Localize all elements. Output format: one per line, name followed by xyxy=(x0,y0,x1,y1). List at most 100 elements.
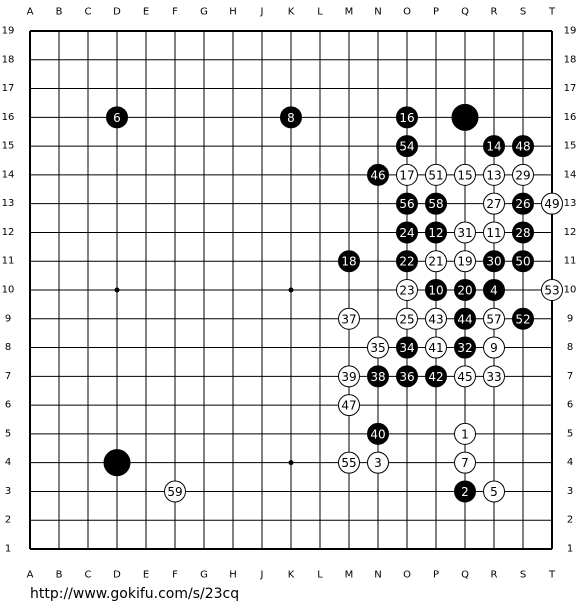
stone xyxy=(338,307,360,330)
row-label: 14 xyxy=(564,169,577,180)
row-label: 13 xyxy=(564,198,577,209)
column-label: O xyxy=(403,7,411,18)
row-label: 9 xyxy=(5,313,11,324)
stone xyxy=(425,336,447,359)
row-label: 3 xyxy=(567,486,573,497)
stone xyxy=(396,365,418,388)
row-label: 3 xyxy=(5,486,11,497)
stone xyxy=(483,163,505,186)
source-url: http://www.gokifu.com/s/23cq xyxy=(30,586,239,602)
column-label: O xyxy=(403,570,411,581)
move-number: 28 xyxy=(515,226,530,240)
stone xyxy=(396,135,418,158)
move-number: 11 xyxy=(486,226,501,240)
column-label: N xyxy=(374,7,381,18)
move-number: 39 xyxy=(341,370,356,384)
column-label: C xyxy=(85,570,92,581)
column-label: A xyxy=(27,570,34,581)
column-label: E xyxy=(143,570,149,581)
stone xyxy=(454,221,476,244)
move-number: 6 xyxy=(113,111,121,125)
stone xyxy=(338,451,360,474)
move-number: 15 xyxy=(457,168,472,182)
move-number: 56 xyxy=(399,197,414,211)
row-label: 11 xyxy=(564,256,577,267)
column-label: L xyxy=(317,570,323,581)
stone xyxy=(425,221,447,244)
row-label: 6 xyxy=(567,400,573,411)
move-number: 4 xyxy=(490,284,498,298)
move-number: 59 xyxy=(167,485,182,499)
stone xyxy=(367,451,389,474)
move-number: 1 xyxy=(461,427,469,441)
column-label: K xyxy=(288,7,295,18)
move-number: 46 xyxy=(370,168,385,182)
row-label: 12 xyxy=(564,227,577,238)
stone xyxy=(483,480,505,503)
column-label: F xyxy=(172,7,178,18)
move-number: 34 xyxy=(399,341,414,355)
stone xyxy=(396,163,418,186)
row-label: 11 xyxy=(2,256,15,267)
move-number: 37 xyxy=(341,312,356,326)
move-number: 50 xyxy=(515,255,530,269)
stone xyxy=(454,163,476,186)
move-number: 44 xyxy=(457,312,472,326)
move-number: 38 xyxy=(370,370,385,384)
move-number: 18 xyxy=(341,255,356,269)
column-label: S xyxy=(520,7,526,18)
stone xyxy=(512,192,534,215)
row-label: 1 xyxy=(5,544,11,555)
move-number: 29 xyxy=(515,168,530,182)
row-label: 13 xyxy=(2,198,15,209)
stone xyxy=(541,192,563,215)
move-number: 5 xyxy=(490,485,498,499)
stone xyxy=(483,365,505,388)
move-number: 24 xyxy=(399,226,414,240)
column-label: D xyxy=(113,7,121,18)
move-number: 19 xyxy=(457,255,472,269)
row-label: 17 xyxy=(564,83,577,94)
move-number: 2 xyxy=(461,485,469,499)
column-label: H xyxy=(229,7,237,18)
stone xyxy=(280,106,302,129)
move-number: 35 xyxy=(370,341,385,355)
stone xyxy=(451,103,479,131)
move-number: 55 xyxy=(341,456,356,470)
row-label: 17 xyxy=(2,83,15,94)
stone xyxy=(483,192,505,215)
stone xyxy=(164,480,186,503)
stone xyxy=(454,365,476,388)
column-label: R xyxy=(491,570,498,581)
column-label: G xyxy=(200,7,208,18)
move-number: 30 xyxy=(486,255,501,269)
move-number: 45 xyxy=(457,370,472,384)
move-number: 20 xyxy=(457,284,472,298)
move-number: 22 xyxy=(399,255,414,269)
stone xyxy=(454,451,476,474)
stone xyxy=(454,250,476,273)
row-label: 18 xyxy=(564,54,577,65)
row-label: 19 xyxy=(2,26,15,37)
row-label: 10 xyxy=(564,285,577,296)
move-number: 32 xyxy=(457,341,472,355)
column-label: N xyxy=(374,570,381,581)
stone xyxy=(396,192,418,215)
stone xyxy=(425,365,447,388)
row-label: 15 xyxy=(564,141,577,152)
column-label: B xyxy=(56,7,63,18)
move-number: 36 xyxy=(399,370,414,384)
move-number: 27 xyxy=(486,197,501,211)
move-number: 43 xyxy=(428,312,443,326)
move-number: 25 xyxy=(399,312,414,326)
move-number: 9 xyxy=(490,341,498,355)
move-number: 8 xyxy=(287,111,295,125)
row-label: 6 xyxy=(5,400,11,411)
row-label: 19 xyxy=(564,26,577,37)
stone xyxy=(425,279,447,301)
move-number: 17 xyxy=(399,168,414,182)
move-number: 33 xyxy=(486,370,501,384)
column-label: R xyxy=(491,7,498,18)
stone xyxy=(425,307,447,330)
row-label: 4 xyxy=(567,457,573,468)
